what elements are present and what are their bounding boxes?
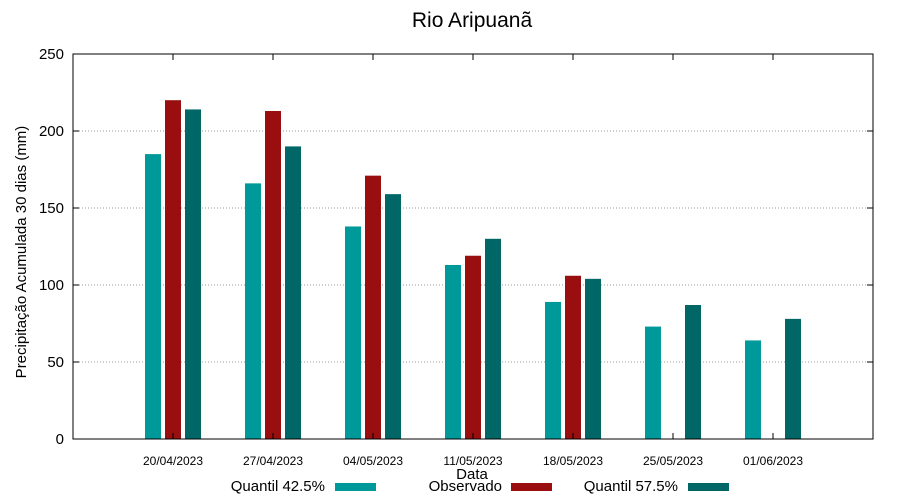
legend-label: Quantil 57.5%: [584, 478, 678, 495]
bar: [685, 305, 701, 439]
y-tick-label: 100: [39, 277, 64, 294]
x-axis-ticks: 20/04/2023 27/04/2023 04/05/2023 11/05/2023…: [143, 54, 803, 468]
x-tick-label: 20/04/2023: [143, 454, 203, 468]
y-tick-label: 0: [56, 431, 64, 448]
x-tick-label: 27/04/2023: [243, 454, 303, 468]
bar: [285, 146, 301, 439]
bar: [445, 264, 461, 439]
bars: [145, 100, 801, 439]
bar: [465, 255, 481, 439]
x-tick-label: 01/06/2023: [743, 454, 803, 468]
legend-label: Observado: [429, 478, 502, 495]
x-tick-label: 04/05/2023: [343, 454, 403, 468]
x-axis-label: Data: [456, 466, 488, 483]
bar: [145, 154, 161, 439]
bar: [265, 110, 281, 439]
bar: [545, 301, 561, 439]
bar: [565, 275, 581, 439]
bar: [745, 340, 761, 439]
bar: [165, 100, 181, 439]
x-tick-label: 11/05/2023: [443, 454, 502, 468]
bar: [245, 183, 261, 439]
x-tick-label: 18/05/2023: [543, 454, 603, 468]
bar: [385, 194, 401, 439]
bar: [365, 175, 381, 439]
y-axis-ticks: 0 50 100 150 200 250: [39, 46, 873, 448]
chart-title: Rio Aripuanã: [412, 9, 533, 32]
legend-swatch: [335, 483, 376, 491]
legend-swatch: [511, 483, 552, 491]
legend-label: Quantil 42.5%: [231, 478, 325, 495]
y-tick-label: 50: [47, 354, 64, 371]
y-tick-label: 150: [39, 200, 64, 217]
bar: [585, 278, 601, 439]
y-tick-label: 200: [39, 123, 64, 140]
legend-swatch: [688, 483, 729, 491]
bar: [485, 238, 501, 439]
y-axis-label: Precipitação Acumulada 30 dias (mm): [13, 126, 30, 379]
legend: Quantil 42.5% Observado Quantil 57.5%: [231, 478, 729, 495]
bar: [345, 226, 361, 439]
y-tick-label: 250: [39, 46, 64, 63]
bar: [185, 109, 201, 439]
bar: [785, 318, 801, 439]
bar: [645, 326, 661, 439]
x-tick-label: 25/05/2023: [643, 454, 703, 468]
